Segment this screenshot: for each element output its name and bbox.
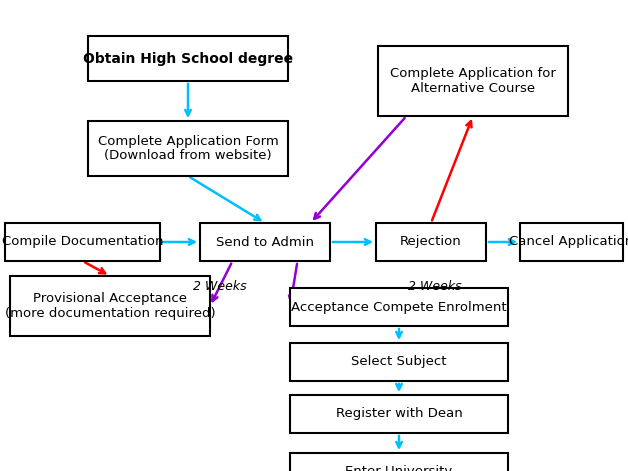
FancyBboxPatch shape <box>520 223 623 261</box>
FancyBboxPatch shape <box>88 36 288 81</box>
Text: Cancel Application: Cancel Application <box>509 236 628 249</box>
FancyBboxPatch shape <box>376 223 486 261</box>
FancyBboxPatch shape <box>10 276 210 336</box>
Text: Compile Documentation: Compile Documentation <box>2 236 163 249</box>
Text: Complete Application for
Alternative Course: Complete Application for Alternative Cou… <box>390 67 556 95</box>
Text: 2 Weeks: 2 Weeks <box>408 279 462 292</box>
Text: Rejection: Rejection <box>400 236 462 249</box>
FancyBboxPatch shape <box>200 223 330 261</box>
Text: Send to Admin: Send to Admin <box>216 236 314 249</box>
Text: Register with Dean: Register with Dean <box>335 407 462 421</box>
FancyBboxPatch shape <box>88 121 288 176</box>
FancyBboxPatch shape <box>378 46 568 116</box>
Text: Obtain High School degree: Obtain High School degree <box>83 51 293 65</box>
Text: Select Subject: Select Subject <box>351 356 447 368</box>
FancyBboxPatch shape <box>290 395 508 433</box>
FancyBboxPatch shape <box>290 288 508 326</box>
FancyBboxPatch shape <box>5 223 160 261</box>
Text: 2 Weeks: 2 Weeks <box>193 279 247 292</box>
Text: Provisional Acceptance
(more documentation required): Provisional Acceptance (more documentati… <box>4 292 215 320</box>
Text: Acceptance Compete Enrolment: Acceptance Compete Enrolment <box>291 300 507 314</box>
Text: Enter University: Enter University <box>345 465 453 471</box>
FancyBboxPatch shape <box>290 343 508 381</box>
Text: Complete Application Form
(Download from website): Complete Application Form (Download from… <box>97 135 278 162</box>
FancyBboxPatch shape <box>290 453 508 471</box>
